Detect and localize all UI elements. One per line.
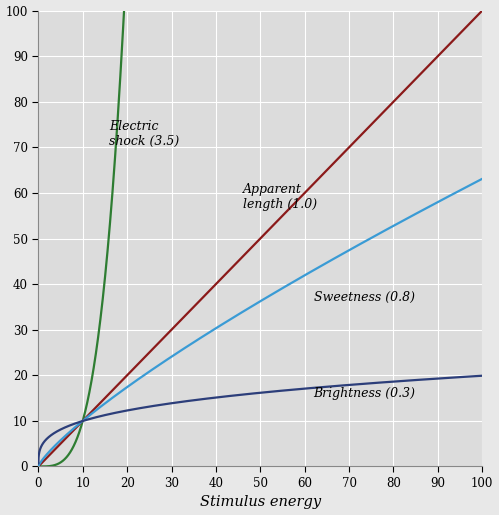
Text: Brightness (0.3): Brightness (0.3) [313,387,416,400]
Text: Electric
shock (3.5): Electric shock (3.5) [109,119,180,148]
Text: Apparent
length (1.0): Apparent length (1.0) [243,183,317,212]
X-axis label: Stimulus energy: Stimulus energy [200,495,321,509]
Text: Sweetness (0.8): Sweetness (0.8) [313,291,415,304]
